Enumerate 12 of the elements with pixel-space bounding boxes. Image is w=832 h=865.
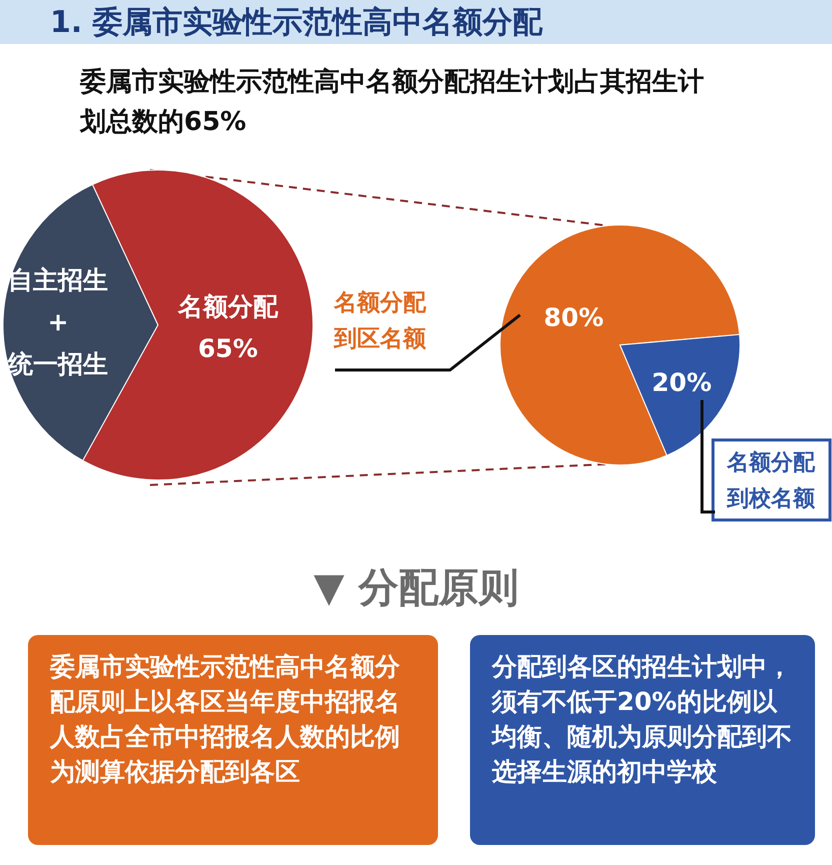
text: 分配到各区的招生计划中，须有不低于20%的比例以均衡、随机为原则分配到不选择生源的初中学校: [470, 635, 815, 845]
text: 委属市实验性示范性高中名额分配原则上以各区当年度中招报名人数占全市中招报名人数的比例为测算依据分配到各区: [28, 635, 438, 845]
slice-label: 名额分配到区名额: [333, 290, 427, 352]
slice-label: 自主招生 + 统一招生: [7, 265, 108, 378]
data-label: 20%: [652, 368, 712, 397]
chart-title: 1. 委属市实验性示范性高中名额分配: [50, 4, 543, 42]
text: ▼ 分配原则: [312, 564, 520, 613]
data-label: 80%: [544, 302, 604, 332]
data-label: 65%: [198, 334, 258, 364]
slice-label: 名额分配: [176, 292, 279, 322]
slice-label: 名额分配到校名额: [726, 450, 816, 512]
text: 委属市实验性示范性高中名额分配招生计划占其招生计划总数的65%: [80, 66, 705, 139]
